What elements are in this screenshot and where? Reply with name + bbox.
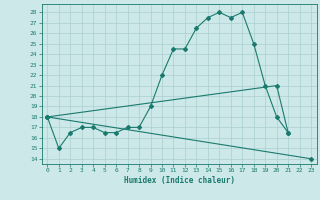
X-axis label: Humidex (Indice chaleur): Humidex (Indice chaleur) <box>124 176 235 185</box>
